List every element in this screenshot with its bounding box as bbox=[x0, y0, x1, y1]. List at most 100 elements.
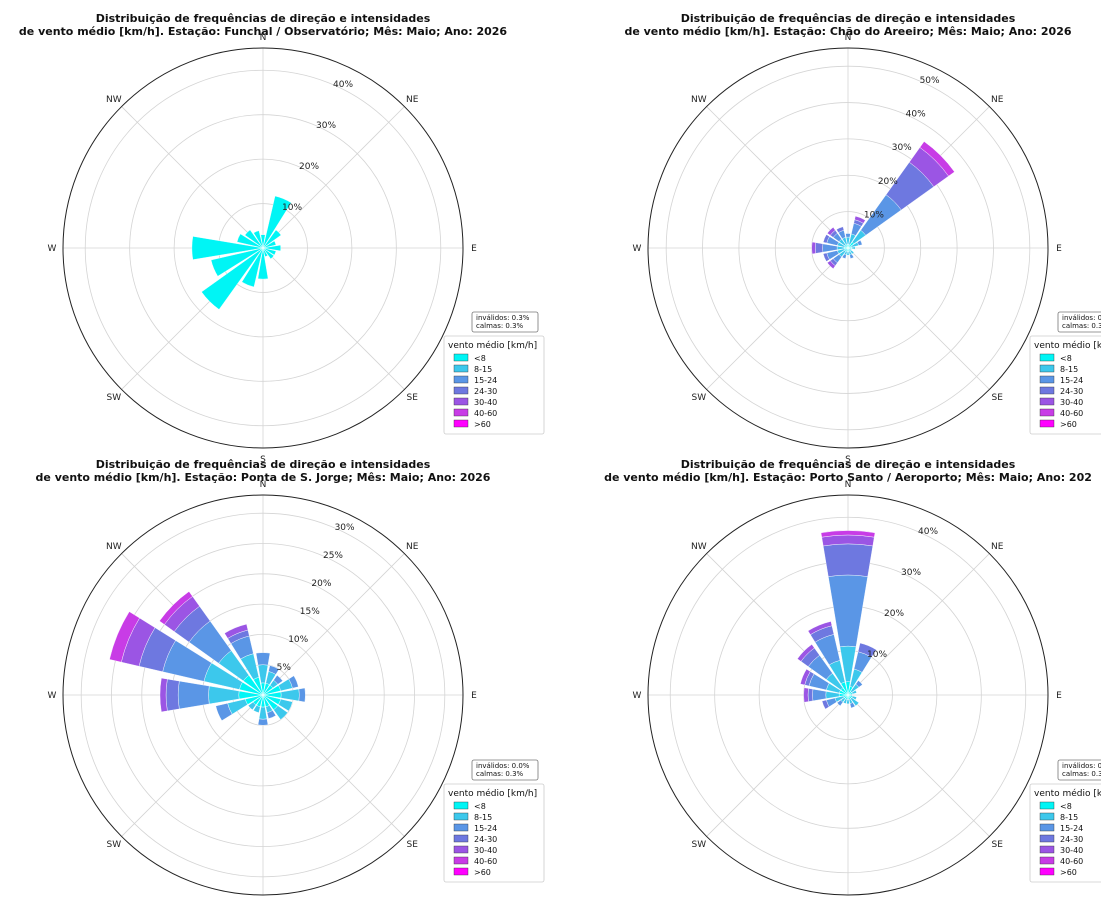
wind-bar-segment bbox=[159, 591, 193, 625]
radial-tick-label: 30% bbox=[335, 523, 355, 533]
wind-bar-segment bbox=[854, 215, 866, 224]
wind-bar-segment bbox=[253, 230, 264, 249]
radial-tick-label: 20% bbox=[884, 609, 904, 619]
legend-swatch bbox=[453, 845, 469, 854]
counts-box bbox=[471, 759, 539, 781]
radial-tick-label: 40% bbox=[333, 80, 353, 90]
chart-title-line1: Distribuição de frequências de direção e… bbox=[96, 458, 431, 471]
direction-label: NE bbox=[991, 95, 1004, 105]
wind-bar-segment bbox=[849, 249, 855, 255]
legend-swatch bbox=[453, 419, 469, 428]
legend-swatch bbox=[453, 375, 469, 384]
wind-bar-segment bbox=[262, 247, 268, 257]
legend-swatch bbox=[1039, 867, 1055, 876]
direction-label: W bbox=[48, 691, 57, 701]
wind-bar-segment bbox=[846, 699, 850, 705]
legend-box bbox=[443, 335, 545, 435]
direction-label: S bbox=[845, 455, 851, 465]
direction-label: NW bbox=[106, 542, 122, 552]
legend-title: vento médio [km/h] bbox=[1034, 340, 1101, 351]
legend-swatch bbox=[453, 823, 469, 832]
chart-title-line2: de vento médio [km/h]. Estação: Chão do … bbox=[624, 25, 1071, 38]
legend-swatch bbox=[453, 867, 469, 876]
outer-circle bbox=[647, 494, 1049, 896]
radial-tick-label: 10% bbox=[282, 203, 302, 213]
invalid-count-text: inválidos: 0.3% bbox=[1062, 762, 1101, 770]
wind-bar-segment bbox=[855, 680, 863, 688]
legend-title: vento médio [km/h] bbox=[448, 340, 537, 351]
radial-tick-label: 20% bbox=[299, 162, 319, 172]
wind-bar-segment bbox=[262, 247, 275, 260]
legend-swatch bbox=[453, 397, 469, 406]
grid-spoke bbox=[847, 247, 990, 390]
direction-label: S bbox=[260, 455, 266, 465]
outer-circle bbox=[62, 494, 464, 896]
legend-label: 15-24 bbox=[1060, 376, 1083, 385]
legend-label: 24-30 bbox=[1060, 387, 1083, 396]
direction-label: NW bbox=[106, 95, 122, 105]
legend-label: 8-15 bbox=[1060, 365, 1078, 374]
wind-bar-segment bbox=[262, 229, 282, 249]
direction-label: NE bbox=[406, 542, 419, 552]
wind-bar-segment bbox=[159, 677, 168, 713]
wind-bar-segment bbox=[815, 242, 824, 254]
legend-label: 40-60 bbox=[474, 857, 497, 866]
outer-circle bbox=[647, 47, 1049, 449]
wind-bar-segment bbox=[841, 253, 847, 259]
chart-title-line1: Distribuição de frequências de direção e… bbox=[681, 12, 1016, 25]
wind-bar-segment bbox=[273, 705, 288, 720]
direction-label: NE bbox=[406, 95, 419, 105]
wind-bar-segment bbox=[262, 244, 281, 252]
wind-bar-segment bbox=[278, 698, 293, 712]
direction-label: SE bbox=[991, 840, 1003, 850]
wind-bar-segment bbox=[807, 688, 814, 702]
grid-spoke bbox=[847, 553, 990, 696]
legend-label: <8 bbox=[474, 354, 486, 363]
wind-bar-segment bbox=[836, 226, 845, 233]
direction-label: E bbox=[471, 691, 477, 701]
wind-bar-segment bbox=[257, 718, 269, 726]
direction-label: E bbox=[1056, 691, 1062, 701]
legend-swatch bbox=[1039, 801, 1055, 810]
legend-label: 40-60 bbox=[1060, 409, 1083, 418]
wind-bar-segment bbox=[827, 260, 836, 269]
direction-label: SW bbox=[106, 840, 121, 850]
wind-bar-segment bbox=[851, 690, 857, 695]
legend-label: 40-60 bbox=[1060, 857, 1083, 866]
legend-swatch bbox=[453, 812, 469, 821]
radial-tick-label: 10% bbox=[288, 635, 308, 645]
wind-bar-segment bbox=[298, 687, 306, 703]
wind-bar-segment bbox=[857, 642, 877, 658]
invalid-count-text: inválidos: 0.0% bbox=[476, 762, 530, 770]
legend-swatch bbox=[453, 834, 469, 843]
wind-bar-segment bbox=[827, 227, 836, 236]
wind-bar-segment bbox=[822, 252, 830, 262]
radial-tick-label: 40% bbox=[918, 527, 938, 537]
legend-label: 8-15 bbox=[474, 365, 492, 374]
legend-label: >60 bbox=[1060, 420, 1077, 429]
wind-bar-segment bbox=[177, 680, 210, 710]
radial-tick-label: 30% bbox=[892, 143, 912, 153]
chart-title-line2: de vento médio [km/h]. Estação: Funchal … bbox=[19, 25, 507, 38]
radial-tick-label: 20% bbox=[878, 177, 898, 187]
direction-label: NE bbox=[991, 542, 1004, 552]
direction-label: N bbox=[845, 33, 852, 43]
calm-count-text: calmas: 0.3% bbox=[1062, 322, 1101, 330]
wind-bar-segment bbox=[800, 668, 811, 686]
wind-bar-segment bbox=[856, 240, 863, 246]
invalid-count-text: inválidos: 0.3% bbox=[476, 314, 530, 322]
direction-label: E bbox=[1056, 244, 1062, 254]
legend-swatch bbox=[453, 386, 469, 395]
wind-bar-segment bbox=[208, 685, 240, 705]
grid-spoke bbox=[706, 106, 849, 249]
wind-bar-segment bbox=[797, 644, 815, 662]
legend-swatch bbox=[1039, 364, 1055, 373]
wind-bar-segment bbox=[262, 195, 292, 249]
wind-bar-segment bbox=[247, 701, 257, 711]
legend-box bbox=[443, 783, 545, 883]
legend-label: 8-15 bbox=[1060, 813, 1078, 822]
radial-tick-label: 40% bbox=[906, 110, 926, 120]
chart-title-line2: de vento médio [km/h]. Estação: Ponta de… bbox=[36, 471, 491, 484]
direction-label: N bbox=[260, 33, 267, 43]
